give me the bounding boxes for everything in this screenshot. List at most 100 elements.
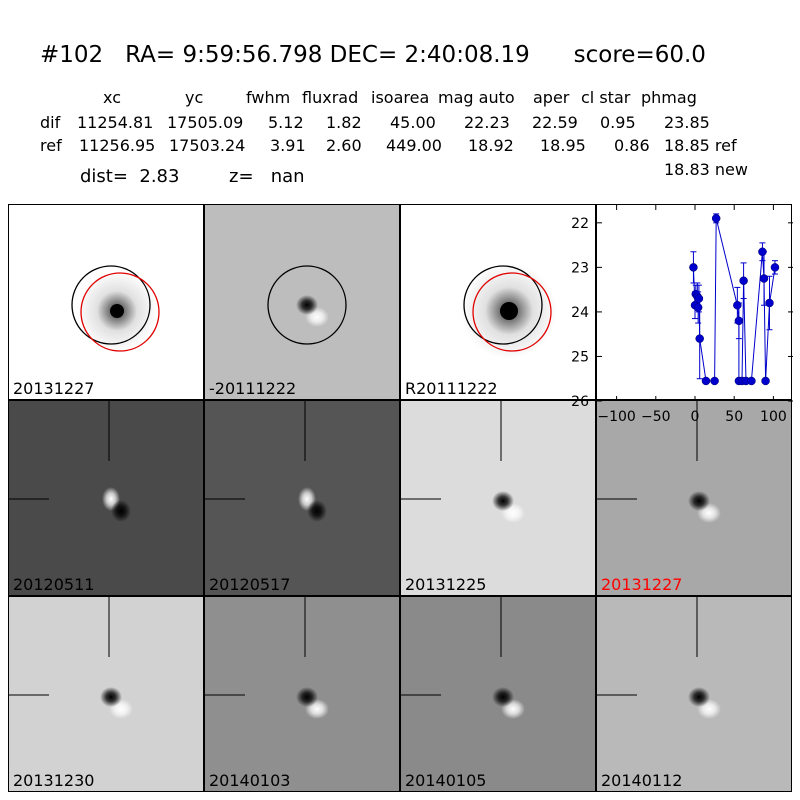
stamp-image <box>9 597 133 719</box>
data-point <box>733 300 742 310</box>
col-header-yc: yc <box>185 88 204 107</box>
stamp-image <box>597 597 721 719</box>
residual-negative <box>296 295 318 315</box>
stamp-image <box>9 401 131 522</box>
residual-negative <box>307 500 327 522</box>
data-point <box>739 276 748 285</box>
ref-clstar: 0.86 <box>614 136 650 155</box>
stamp-date-label: 20131225 <box>405 575 487 594</box>
data-point <box>693 303 703 312</box>
x-tick-label: 50 <box>725 409 743 425</box>
x-tick-label: −100 <box>597 409 635 425</box>
aperture-circle-black <box>71 265 151 345</box>
residual-negative <box>688 687 710 707</box>
dif-phmag: 23.85 <box>664 113 710 132</box>
dif-yc: 17505.09 <box>167 113 244 132</box>
stamp-date-label: R20111222 <box>405 379 498 398</box>
dif-magauto: 22.23 <box>464 113 510 132</box>
col-header-phmag: phmag <box>641 88 697 107</box>
x-tick-label: 0 <box>691 409 700 425</box>
data-point <box>711 214 721 223</box>
stamp-image <box>401 401 525 523</box>
dif-fluxrad: 1.82 <box>326 113 362 132</box>
data-point <box>761 376 770 386</box>
residual-negative <box>111 500 131 522</box>
data-point <box>734 316 744 326</box>
stamp-panel: 20140112 <box>596 596 792 792</box>
residual-negative <box>296 687 318 707</box>
stamp-date-label: 20120517 <box>209 575 291 594</box>
col-header-fwhm: fwhm <box>246 88 291 107</box>
stamp-date-label: -20111222 <box>209 379 297 398</box>
stamp-panel: 20140103 <box>204 596 400 792</box>
data-point <box>710 376 719 386</box>
ref-aper: 18.95 <box>540 136 586 155</box>
dif-xc: 11254.81 <box>77 113 154 132</box>
stamp-panel: 20131230 <box>8 596 204 792</box>
stamp-date-label: 20140103 <box>209 771 291 790</box>
stamp-panel: 20131227 <box>596 400 792 596</box>
stamp-image <box>597 401 721 523</box>
y-tick-label: 25 <box>571 349 589 365</box>
stamp-panel: 20131225 <box>400 400 596 596</box>
col-header-fluxrad: fluxrad <box>302 88 359 107</box>
stamp-image <box>461 263 557 359</box>
ref-isoarea: 449.00 <box>386 136 442 155</box>
row-label-dif: dif <box>40 113 61 132</box>
light-curve-chart: 22 23 24 25 26 −100 −50 0 50 100 <box>571 205 793 425</box>
col-header-isoarea: isoarea <box>371 88 430 107</box>
data-point <box>701 376 711 386</box>
stamp-panel: 20120517 <box>204 400 400 596</box>
stamp-date-label: 20131227 <box>601 575 683 594</box>
residual-negative <box>492 687 514 707</box>
dif-aper: 22.59 <box>532 113 578 132</box>
source-core <box>500 302 518 320</box>
stamp-image <box>71 265 160 352</box>
y-tick-label: 26 <box>571 394 589 410</box>
y-tick-label: 24 <box>571 305 589 321</box>
data-point <box>695 334 704 343</box>
ref-xc: 11256.95 <box>79 136 156 155</box>
stamp-panel: 20131227 <box>8 204 204 400</box>
distance-readout: dist= 2.83 <box>80 166 180 187</box>
row-label-ref: ref <box>40 136 62 155</box>
data-point <box>689 263 698 272</box>
stamp-date-label: 20140105 <box>405 771 487 790</box>
stamp-date-label: 20131227 <box>13 379 95 398</box>
dif-isoarea: 45.00 <box>390 113 436 132</box>
aperture-circle-red <box>472 272 552 352</box>
new-mag: 18.83 new <box>664 160 748 179</box>
x-tick-label: −50 <box>641 409 671 425</box>
data-point <box>759 274 769 283</box>
stamp-image <box>205 597 329 719</box>
stamp-panel: 20140105 <box>400 596 596 792</box>
aperture-circle-black <box>267 265 347 345</box>
dif-clstar: 0.95 <box>600 113 636 132</box>
ref-yc: 17503.24 <box>169 136 246 155</box>
ref-phmag: 18.85 ref <box>664 136 737 155</box>
stamp-image <box>205 401 327 522</box>
residual-negative <box>100 687 122 707</box>
col-header-xc: xc <box>103 88 121 107</box>
ref-fluxrad: 2.60 <box>326 136 362 155</box>
stamp-panel: -20111222 <box>204 204 400 400</box>
aperture-circle-black <box>463 265 543 345</box>
data-point <box>770 263 780 272</box>
data-point <box>747 376 756 386</box>
stamp-date-label: 20140112 <box>601 771 683 790</box>
ref-magauto: 18.92 <box>468 136 514 155</box>
stamp-date-label: 20131230 <box>13 771 95 790</box>
stamp-image <box>267 265 347 345</box>
candidate-title: #102 RA= 9:59:56.798 DEC= 2:40:08.19 sco… <box>40 42 706 68</box>
x-tick-label: 100 <box>760 409 787 425</box>
dif-fwhm: 5.12 <box>268 113 304 132</box>
residual-negative <box>492 491 514 511</box>
col-header-magauto: mag auto <box>438 88 515 107</box>
residual-negative <box>688 491 710 511</box>
stamp-panel: 20120511 <box>8 400 204 596</box>
light-curve-panel: 22 23 24 25 26 −100 −50 0 50 100 <box>571 204 793 425</box>
col-header-clstar: cl star <box>581 88 631 107</box>
col-header-aper: aper <box>533 88 570 107</box>
aperture-circle-red <box>80 272 160 352</box>
y-tick-label: 23 <box>571 260 589 276</box>
